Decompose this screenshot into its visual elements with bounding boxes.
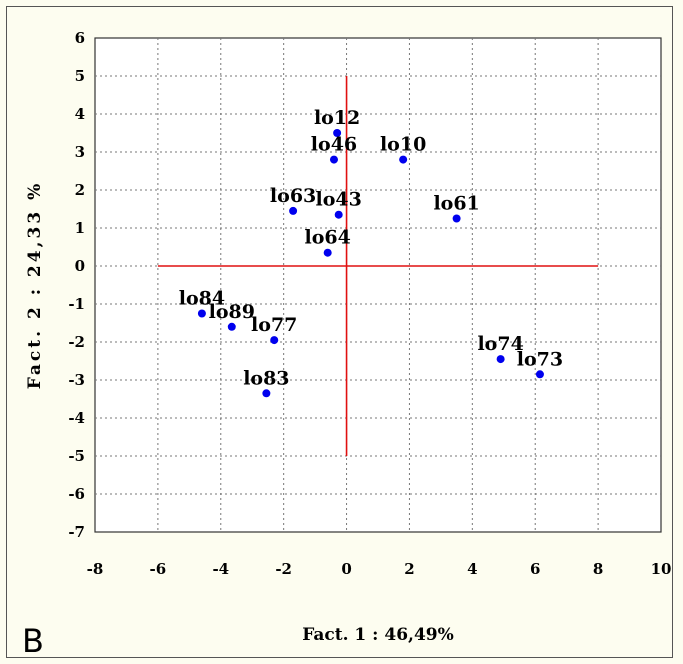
data-point — [270, 336, 279, 345]
point-label: lo77 — [251, 314, 297, 336]
point-label: lo84 — [179, 288, 225, 310]
y-tick-label: -7 — [68, 523, 85, 541]
y-tick-label: -1 — [68, 295, 85, 313]
data-points — [197, 129, 544, 398]
x-tick-labels: -8 -6 -4 -2 0 2 4 6 8 10 — [87, 560, 672, 578]
point-label: lo74 — [477, 333, 523, 355]
x-tick-label: 8 — [593, 560, 603, 578]
point-label: lo12 — [314, 107, 360, 129]
y-tick-label: 3 — [75, 143, 85, 161]
grid — [95, 38, 661, 532]
reference-lines — [157, 76, 599, 456]
x-tick-label: -2 — [275, 560, 292, 578]
data-point — [197, 309, 206, 318]
data-point — [323, 248, 332, 257]
point-label: lo61 — [433, 193, 479, 215]
y-tick-label: 0 — [75, 257, 85, 275]
point-label: lo46 — [311, 134, 357, 156]
y-tick-label: 1 — [75, 219, 85, 237]
x-axis-title: Fact. 1 : 46,49% — [302, 625, 454, 645]
point-label: lo89 — [209, 301, 255, 323]
y-tick-label: -3 — [68, 371, 85, 389]
data-point — [333, 129, 342, 137]
point-label: lo83 — [243, 367, 289, 389]
data-point — [496, 355, 505, 364]
y-tick-label: -6 — [68, 485, 85, 503]
plot-area — [94, 37, 662, 533]
data-point — [262, 389, 271, 398]
panel-label: B — [22, 622, 44, 660]
y-tick-label: -2 — [68, 333, 85, 351]
point-label: lo63 — [270, 185, 316, 207]
x-tick-label: 0 — [341, 560, 351, 578]
x-tick-label: 6 — [530, 560, 540, 578]
y-tick-label: 6 — [75, 29, 85, 47]
data-point — [535, 370, 544, 379]
x-tick-label: -8 — [87, 560, 104, 578]
y-tick-label: 5 — [75, 67, 85, 85]
x-tick-label: -4 — [212, 560, 229, 578]
data-point — [452, 214, 461, 223]
data-point — [227, 322, 236, 331]
y-tick-label: 4 — [75, 105, 85, 123]
point-label: lo64 — [305, 227, 351, 249]
point-label: lo10 — [380, 134, 426, 156]
x-tick-label: 4 — [467, 560, 477, 578]
y-tick-label: 2 — [75, 181, 85, 199]
x-tick-label: 2 — [404, 560, 414, 578]
y-tick-labels: 6 5 4 3 2 1 0 -1 -2 -3 -4 -5 -6 -7 — [68, 29, 85, 541]
data-point — [334, 210, 343, 219]
data-point — [289, 206, 298, 215]
point-label: lo43 — [316, 189, 362, 211]
y-tick-label: -4 — [68, 409, 85, 427]
x-tick-label: -6 — [150, 560, 167, 578]
data-point — [399, 155, 408, 164]
x-tick-label: 10 — [651, 560, 672, 578]
point-label: lo73 — [517, 348, 563, 370]
data-point — [329, 155, 338, 164]
y-axis-title: Fact. 2 : 24,33 % — [25, 181, 45, 389]
y-tick-label: -5 — [68, 447, 85, 465]
point-labels: lo12 lo46 lo10 lo63 lo43 lo64 lo61 lo84lo89lo77… — [179, 107, 563, 389]
